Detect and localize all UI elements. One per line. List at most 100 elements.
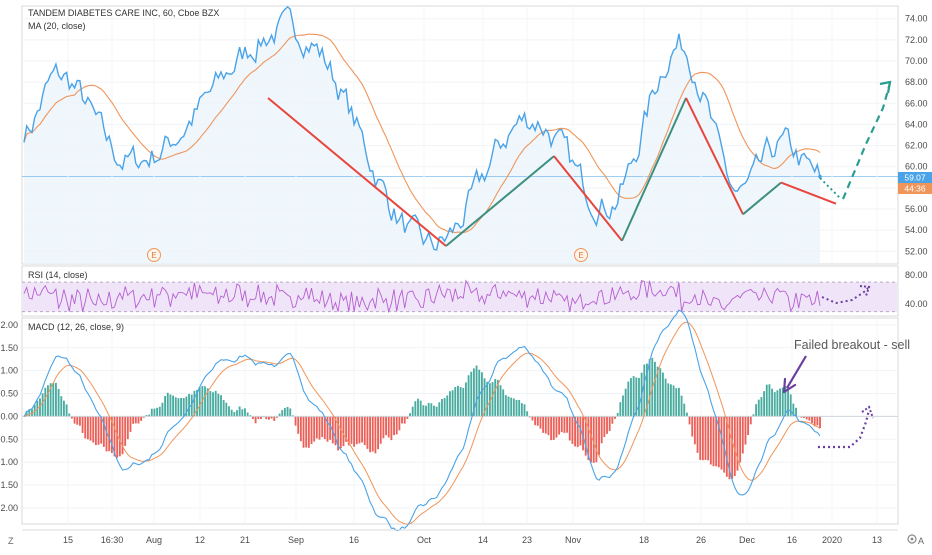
macd-histogram-bar — [584, 416, 587, 456]
macd-histogram-bar — [693, 416, 696, 445]
macd-histogram-bar — [244, 408, 246, 417]
macd-histogram-bar — [518, 399, 521, 417]
macd-axis[interactable]: 2.00 1.50 1.00 0.50 0.00 -0.50 -1.00 -1.50 -2.00 — [0, 320, 18, 513]
macd-histogram-bar — [350, 416, 353, 444]
macd-histogram-bar — [638, 377, 640, 417]
time-tick-label: 12 — [195, 535, 205, 545]
ma-legend: MA (20, close) — [28, 21, 86, 31]
macd-histogram-bar — [494, 378, 497, 417]
macd-histogram-bar — [739, 416, 742, 463]
macd-histogram-bar — [217, 393, 220, 417]
time-tick-label: Dec — [739, 535, 756, 545]
macd-histogram-bar — [411, 406, 414, 417]
corner-right[interactable]: A — [918, 536, 924, 546]
macd-histogram-bar — [733, 416, 736, 477]
macd-histogram-bar — [39, 398, 41, 417]
macd-histogram-bar — [283, 407, 286, 417]
price-tick-label: 66.00 — [905, 98, 928, 108]
macd-histogram-bar — [73, 416, 76, 424]
macd-histogram-bar — [28, 409, 31, 417]
rsi-projection — [821, 287, 869, 305]
earnings-marker[interactable]: E — [574, 248, 588, 262]
macd-histogram-bar — [595, 416, 598, 463]
time-tick-label: 21 — [240, 535, 250, 545]
macd-histogram-bar — [188, 393, 190, 417]
macd-histogram-bar — [134, 416, 137, 424]
macd-histogram-bar — [254, 416, 257, 424]
macd-group — [22, 309, 898, 532]
macd-histogram-bar — [113, 416, 116, 457]
price-tick-label: 64.00 — [905, 119, 928, 129]
macd-histogram-bar — [70, 416, 73, 419]
macd-histogram-bar — [648, 359, 651, 417]
time-tick-label: 23 — [522, 535, 532, 545]
macd-histogram-bar — [100, 416, 103, 444]
macd-histogram-bar — [121, 416, 124, 455]
macd-histogram-bar — [339, 416, 342, 449]
macd-histogram-bar — [108, 416, 111, 452]
macd-histogram-bar — [318, 416, 321, 440]
rsi-legend: RSI (14, close) — [28, 270, 88, 280]
price-tick-label: 72.00 — [905, 35, 928, 45]
macd-histogram-bar — [387, 416, 390, 438]
macd-histogram-bar — [669, 384, 672, 417]
macd-tick-label: -2.00 — [0, 503, 18, 513]
macd-histogram-bar — [233, 412, 236, 417]
macd-histogram-bar — [225, 402, 228, 417]
macd-histogram-bar — [118, 416, 121, 457]
corner-left[interactable]: Z — [8, 536, 14, 546]
macd-histogram-bar — [816, 416, 819, 426]
time-axis[interactable]: 15 16:30 Aug 12 21 Sep 16 Oct 14 23 Nov 18 26 Dec 16 20… — [22, 529, 898, 545]
macd-histogram-bar — [731, 416, 734, 479]
macd-histogram-bar — [238, 406, 241, 417]
macd-histogram-bar — [52, 382, 55, 417]
price-projection-head — [879, 80, 892, 94]
earnings-marker[interactable]: E — [147, 248, 161, 262]
macd-histogram-bar — [212, 392, 214, 417]
macd-histogram-bar — [68, 413, 71, 417]
time-tick-label: 14 — [478, 535, 488, 545]
macd-histogram-bar — [345, 416, 348, 442]
trend-line-red — [780, 181, 837, 205]
macd-histogram-bar — [315, 416, 318, 439]
macd-histogram-bar — [419, 400, 422, 417]
macd-histogram-bar — [470, 371, 473, 417]
projection-lines — [818, 80, 892, 449]
macd-tick-label: -1.00 — [0, 457, 18, 467]
macd-histogram-bar — [496, 379, 499, 417]
macd-histogram-bar — [480, 372, 483, 417]
macd-histogram-bar — [142, 416, 145, 418]
macd-histogram-bar — [204, 386, 206, 417]
macd-histogram-bar — [632, 376, 635, 417]
macd-histogram-bar — [464, 382, 467, 417]
price-projection — [841, 82, 892, 200]
macd-histogram-bar — [129, 416, 132, 432]
macd-histogram-bar — [749, 416, 752, 425]
macd-histogram-bar — [94, 416, 97, 446]
macd-panel — [21, 317, 899, 525]
macd-histogram-bar — [512, 398, 515, 417]
macd-histogram-bar — [544, 416, 547, 434]
macd-projection — [818, 409, 871, 449]
macd-histogram-bar — [150, 408, 153, 417]
macd-histogram-bar — [196, 389, 198, 417]
macd-histogram-bar — [425, 405, 427, 417]
macd-histogram-bar — [486, 381, 489, 417]
settings-icon[interactable] — [907, 534, 917, 544]
time-tick-label: Aug — [146, 535, 162, 545]
macd-histogram-bar — [656, 366, 659, 417]
macd-histogram-bar — [430, 403, 433, 417]
macd-histogram-bar — [220, 395, 222, 417]
macd-histogram-bar — [811, 416, 813, 424]
price-axis[interactable]: 52.0054.0056.0058.0060.0062.0064.0066.00… — [905, 14, 928, 257]
time-tick-label: 15 — [63, 535, 73, 545]
macd-histogram-bar — [337, 416, 340, 451]
macd-histogram-bar — [422, 405, 425, 417]
macd-histogram-bar — [755, 404, 758, 417]
rsi-axis[interactable]: 40.00 80.00 — [905, 270, 928, 309]
macd-histogram-bar — [715, 416, 718, 467]
macd-histogram-bar — [725, 416, 728, 477]
macd-histogram-bar — [587, 416, 590, 461]
macd-histogram-bar — [457, 385, 459, 417]
macd-histogram-bar — [779, 388, 781, 417]
